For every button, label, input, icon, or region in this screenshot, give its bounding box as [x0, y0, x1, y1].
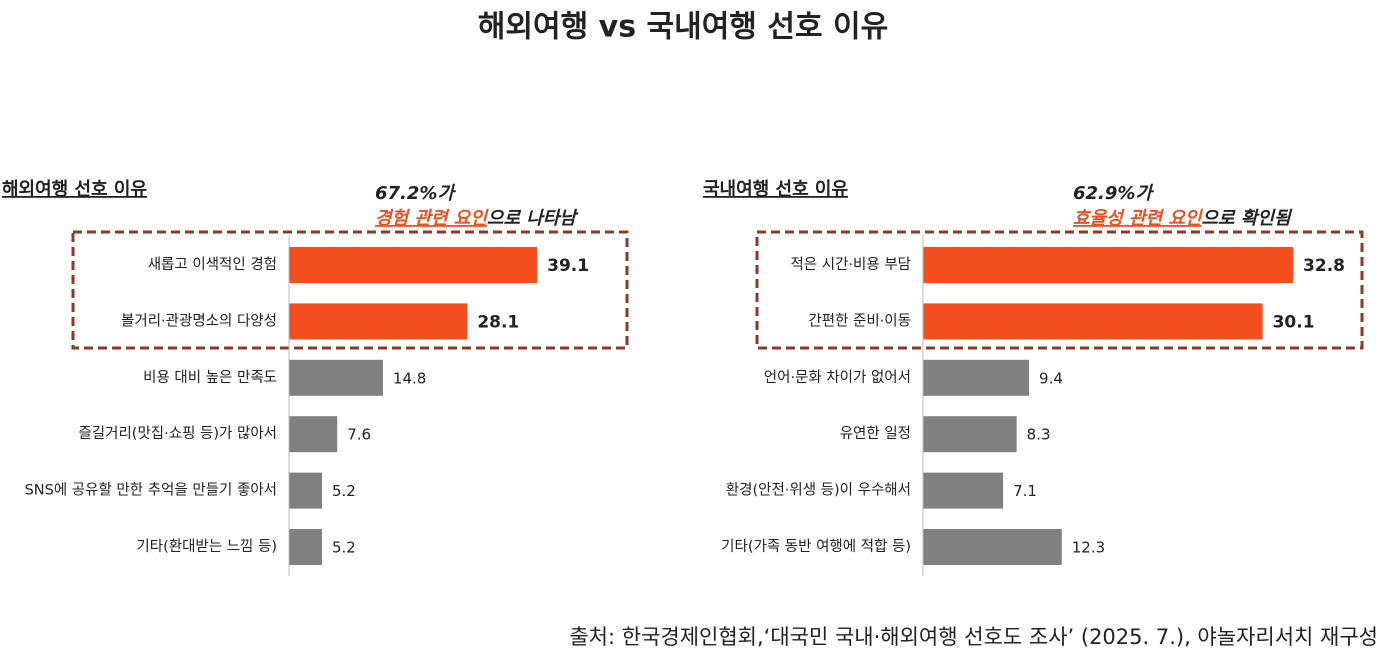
value-label: 7.6 — [347, 426, 371, 444]
bar — [923, 247, 1294, 283]
bar — [923, 472, 1004, 509]
page-title: 해외여행 vs 국내여행 선호 이유 — [478, 10, 888, 45]
annotation-rest: 으로 나타남 — [487, 208, 580, 229]
value-label: 8.3 — [1027, 426, 1051, 444]
category-label: SNS에 공유할 만한 추억을 만들기 좋아서 — [25, 482, 277, 499]
annotation: 경험 관련 요인으로 나타남 — [375, 208, 579, 229]
source: 출처: 한국경제인협회,‘대국민 국내·해외여행 선호도 조사’ (2025. … — [569, 625, 1378, 649]
category-label: 볼거리·관광명소의 다양성 — [121, 312, 277, 329]
category-label: 즐길거리(맛집·쇼핑 등)가 많아서 — [78, 425, 277, 442]
bar — [923, 359, 1030, 396]
value-label: 5.2 — [332, 539, 356, 557]
value-label: 9.4 — [1039, 369, 1063, 387]
bar — [289, 416, 338, 453]
bar — [923, 529, 1062, 565]
category-label: 간편한 준비·이동 — [808, 312, 911, 329]
highlight-box — [755, 230, 1364, 350]
chart-title: 해외여행 선호 이유 — [2, 179, 147, 200]
bar — [923, 303, 1263, 340]
value-label: 30.1 — [1273, 312, 1315, 332]
category-label: 새롭고 이색적인 경험 — [148, 256, 277, 273]
value-label: 32.8 — [1303, 256, 1345, 276]
value-label: 28.1 — [477, 312, 519, 332]
value-label: 5.2 — [332, 482, 356, 500]
annotation: 62.9%가 — [1073, 183, 1154, 204]
category-label: 환경(안전·위생 등)이 우수해서 — [726, 482, 911, 499]
bar — [289, 247, 538, 283]
annotation: 효율성 관련 요인으로 확인됨 — [1073, 208, 1293, 229]
chart-title: 국내여행 선호 이유 — [703, 179, 848, 200]
value-label: 12.3 — [1072, 539, 1105, 557]
category-label: 비용 대비 높은 만족도 — [143, 369, 277, 386]
annotation-rest: 으로 확인됨 — [1201, 208, 1293, 229]
annotation: 67.2%가 — [375, 183, 456, 204]
highlight-box — [71, 230, 629, 350]
bar — [923, 416, 1017, 453]
bar — [289, 303, 468, 340]
value-label: 39.1 — [547, 256, 589, 276]
category-label: 기타(가족 동반 여행에 적합 등) — [721, 538, 911, 555]
category-label: 유연한 일정 — [840, 425, 911, 442]
category-label: 언어·문화 차이가 없어서 — [764, 369, 911, 386]
category-label: 적은 시간·비용 부담 — [790, 256, 911, 273]
value-label: 14.8 — [393, 369, 426, 387]
bar — [289, 529, 322, 565]
annotation-highlight: 경험 관련 요인 — [375, 208, 489, 229]
annotation-highlight: 효율성 관련 요인 — [1073, 208, 1204, 229]
bar — [289, 472, 322, 509]
category-label: 기타(환대받는 느낌 등) — [136, 538, 277, 555]
bar — [289, 359, 383, 396]
value-label: 7.1 — [1013, 482, 1037, 500]
